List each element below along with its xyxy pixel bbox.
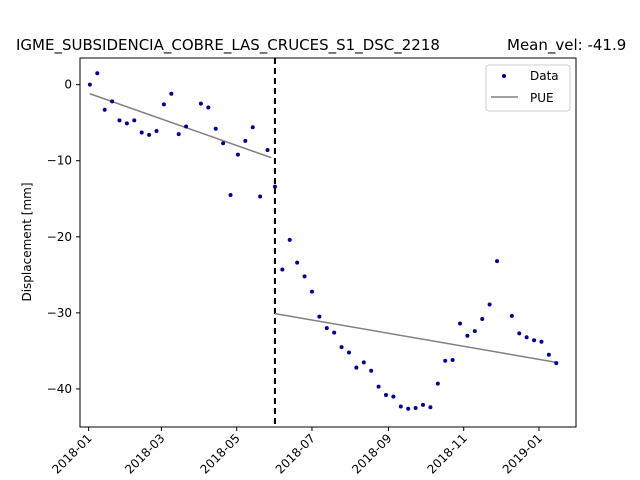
data-point [428, 405, 433, 410]
x-tick-label: 2019-01 [500, 431, 545, 476]
data-point [154, 129, 159, 134]
data-point [391, 394, 396, 399]
axes-layer: 0 −10 −20 −30 −40 2018-01 2018-03 2018-05 2018-0… [47, 78, 545, 477]
legend: Data PUE [485, 64, 571, 112]
legend-pue-label: PUE [530, 91, 554, 105]
data-point [539, 339, 544, 344]
data-point [221, 141, 226, 146]
data-point [110, 99, 115, 104]
plot-area-frame [79, 57, 577, 428]
data-point [421, 402, 426, 407]
data-point [413, 405, 418, 410]
data-point [213, 126, 218, 131]
data-point [161, 102, 166, 107]
legend-data-marker [502, 74, 506, 78]
data-point [435, 381, 440, 386]
x-tick-label: 2018-09 [349, 431, 394, 476]
x-tick-label: 2018-01 [49, 431, 94, 476]
data-point [517, 331, 522, 336]
legend-data-label: Data [530, 69, 559, 83]
legend-box [485, 64, 571, 112]
data-point [480, 316, 485, 321]
data-point [280, 267, 285, 272]
data-point [509, 313, 514, 318]
data-point [524, 335, 529, 340]
data-point [495, 259, 500, 264]
data-point [243, 138, 248, 143]
x-tick-label: 2018-07 [273, 431, 318, 476]
data-point [443, 358, 448, 363]
data-point [176, 132, 181, 137]
data-point [169, 91, 174, 96]
data-point [532, 338, 537, 343]
data-point [354, 365, 359, 370]
data-point [258, 194, 263, 199]
chart-title: IGME_SUBSIDENCIA_COBRE_LAS_CRUCES_S1_DSC… [16, 36, 440, 55]
data-point [361, 360, 366, 365]
data-point [295, 260, 300, 265]
y-tick-label: −20 [47, 230, 72, 244]
data-point [369, 368, 374, 373]
data-point [95, 71, 100, 76]
data-point [235, 152, 240, 157]
data-point [465, 333, 470, 338]
data-point [346, 350, 351, 355]
chart-title-mean-velocity: Mean_vel: -41.9 [507, 36, 626, 55]
y-tick-label: −40 [47, 382, 72, 396]
data-point [487, 302, 492, 307]
data-point [132, 118, 137, 123]
data-point [102, 107, 107, 112]
x-tick-label: 2018-05 [197, 431, 242, 476]
data-point [228, 192, 233, 197]
data-point [339, 345, 344, 350]
data-point [87, 82, 92, 87]
data-point [147, 132, 152, 137]
data-point [398, 404, 403, 409]
data-point [324, 326, 329, 331]
data-point [250, 125, 255, 130]
x-tick-label: 2018-11 [424, 431, 469, 476]
data-point [332, 330, 337, 335]
marks-layer [87, 58, 559, 427]
data-point [458, 321, 463, 326]
data-point [117, 118, 122, 123]
pue-trend-line [89, 93, 272, 159]
data-point [546, 352, 551, 357]
y-axis-label: Displacement [mm] [20, 182, 34, 301]
y-tick-label: −10 [47, 154, 72, 168]
data-point [272, 184, 277, 189]
data-point [472, 329, 477, 334]
data-point [406, 406, 411, 411]
data-point [184, 124, 189, 129]
data-point [206, 105, 211, 110]
data-point [376, 384, 381, 389]
data-point [302, 274, 307, 279]
y-tick-label: 0 [64, 78, 72, 92]
data-point [265, 148, 270, 153]
data-point [309, 289, 314, 294]
x-tick-label: 2018-03 [122, 431, 167, 476]
data-point [139, 130, 144, 135]
data-point [198, 101, 203, 106]
pue-trend-line [274, 312, 557, 364]
data-point [383, 393, 388, 398]
data-point [124, 121, 129, 126]
y-tick-label: −30 [47, 306, 72, 320]
data-point [317, 314, 322, 319]
data-point [554, 361, 559, 366]
data-point [450, 358, 455, 363]
data-point [287, 237, 292, 242]
